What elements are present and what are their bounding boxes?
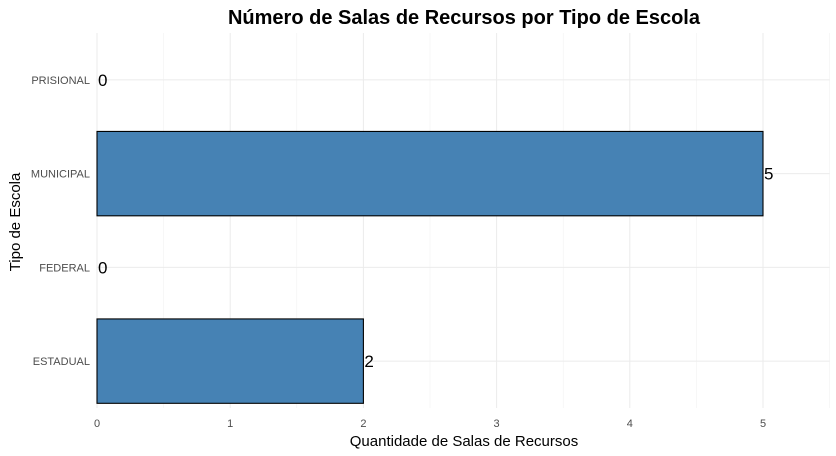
x-tick-label: 4 — [627, 418, 633, 430]
y-axis-title: Tipo de Escola — [7, 172, 24, 271]
x-tick-label: 5 — [760, 418, 766, 430]
y-tick-label: PRISIONAL — [31, 75, 90, 87]
bar-municipal — [96, 130, 764, 217]
y-tick-label: ESTADUAL — [33, 356, 90, 368]
data-label-estadual: 2 — [364, 352, 373, 371]
x-tick-label: 0 — [94, 418, 100, 430]
data-label-municipal: 5 — [764, 165, 773, 184]
y-tick-label: MUNICIPAL — [31, 169, 90, 181]
bars — [96, 130, 764, 404]
x-tick-label: 2 — [360, 418, 366, 430]
x-tick-label: 1 — [227, 418, 233, 430]
chart-title: Número de Salas de Recursos por Tipo de … — [228, 7, 701, 29]
y-tick-label: FEDERAL — [39, 262, 90, 274]
y-tick-labels: ESTADUAL FEDERAL MUNICIPAL PRISIONAL — [31, 75, 90, 368]
data-label-federal: 0 — [98, 258, 107, 277]
data-label-prisional: 0 — [98, 71, 107, 90]
bar-estadual — [96, 318, 364, 404]
x-tick-labels: 0 1 2 3 4 5 — [94, 418, 766, 430]
x-tick-label: 3 — [494, 418, 500, 430]
x-axis-title: Quantidade de Salas de Recursos — [350, 433, 578, 450]
